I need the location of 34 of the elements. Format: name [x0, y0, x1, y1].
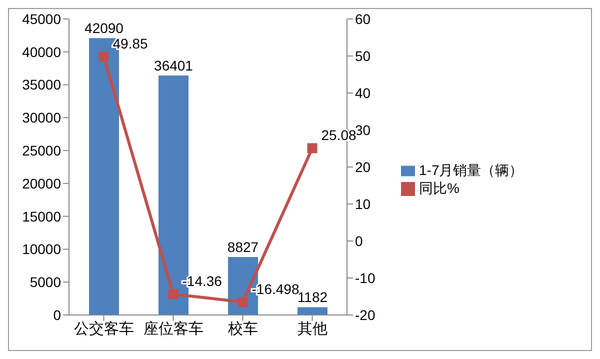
data-label: 8827 — [227, 238, 259, 255]
legend-label: 1-7月销量（辆） — [419, 162, 524, 178]
y2-tick-label: -20 — [355, 306, 376, 323]
data-label: 25.08 — [321, 127, 356, 144]
y-tick-label: 5000 — [30, 274, 62, 290]
point — [307, 143, 318, 154]
point — [238, 297, 248, 308]
bar — [298, 307, 328, 315]
y2-tick-label: 50 — [355, 48, 371, 64]
y-tick-label: 10000 — [22, 241, 62, 258]
y-tick-label: 45000 — [22, 10, 62, 27]
y2-tick-label: 20 — [355, 158, 371, 175]
point — [98, 52, 109, 62]
y-tick-label: 0 — [53, 306, 62, 323]
y2-tick-label: 0 — [355, 232, 363, 249]
data-label: 36401 — [154, 58, 194, 74]
y2-tick-label: 40 — [355, 84, 371, 101]
data-label: 42090 — [84, 20, 124, 36]
legend-label: 同比% — [419, 180, 460, 196]
x-tick-label: 校车 — [226, 320, 258, 338]
x-tick-label: 其他 — [297, 320, 328, 338]
y-tick-label: 20000 — [22, 175, 62, 192]
y2-tick-label: 60 — [355, 10, 371, 27]
y-tick-label: 40000 — [22, 44, 62, 60]
y-tick-label: 35000 — [22, 76, 62, 93]
y-tick-label: 30000 — [22, 110, 62, 126]
y-tick-label: 15000 — [22, 208, 62, 224]
y2-tick-label: -10 — [355, 270, 376, 286]
x-tick-label: 公交客车 — [74, 320, 134, 338]
y2-tick-label: 30 — [355, 122, 371, 138]
x-tick-label: 座位客车 — [143, 320, 204, 338]
point — [168, 289, 178, 300]
y-tick-label: 25000 — [22, 142, 62, 159]
y2-tick-label: 10 — [355, 196, 371, 212]
